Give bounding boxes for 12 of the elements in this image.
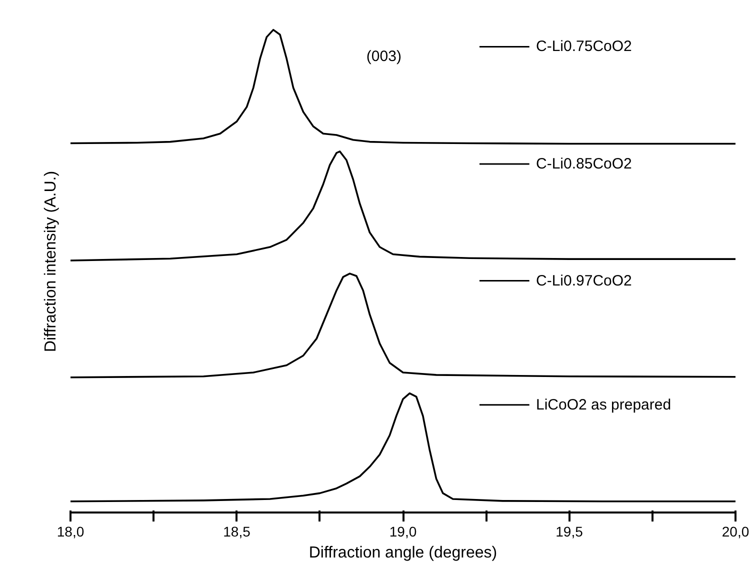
- x-tick-label: 19,0: [389, 524, 417, 540]
- x-tick-label: 18,0: [56, 524, 84, 540]
- legend-label: C-Li0.75CoO2: [536, 38, 632, 56]
- legend-label: LiCoO2 as prepared: [536, 396, 672, 414]
- legend-label: C-Li0.97CoO2: [536, 272, 632, 290]
- x-tick-label: 19,5: [556, 524, 584, 540]
- x-axis-title: Diffraction angle (degrees): [308, 544, 498, 562]
- x-tick-label: 18,5: [223, 524, 251, 540]
- y-axis-title: Diffraction intensity (A.U.): [42, 170, 60, 352]
- annotation: (003): [366, 48, 402, 65]
- legend-label: C-Li0.85CoO2: [536, 155, 632, 172]
- x-tick-label: 20,0: [722, 524, 750, 540]
